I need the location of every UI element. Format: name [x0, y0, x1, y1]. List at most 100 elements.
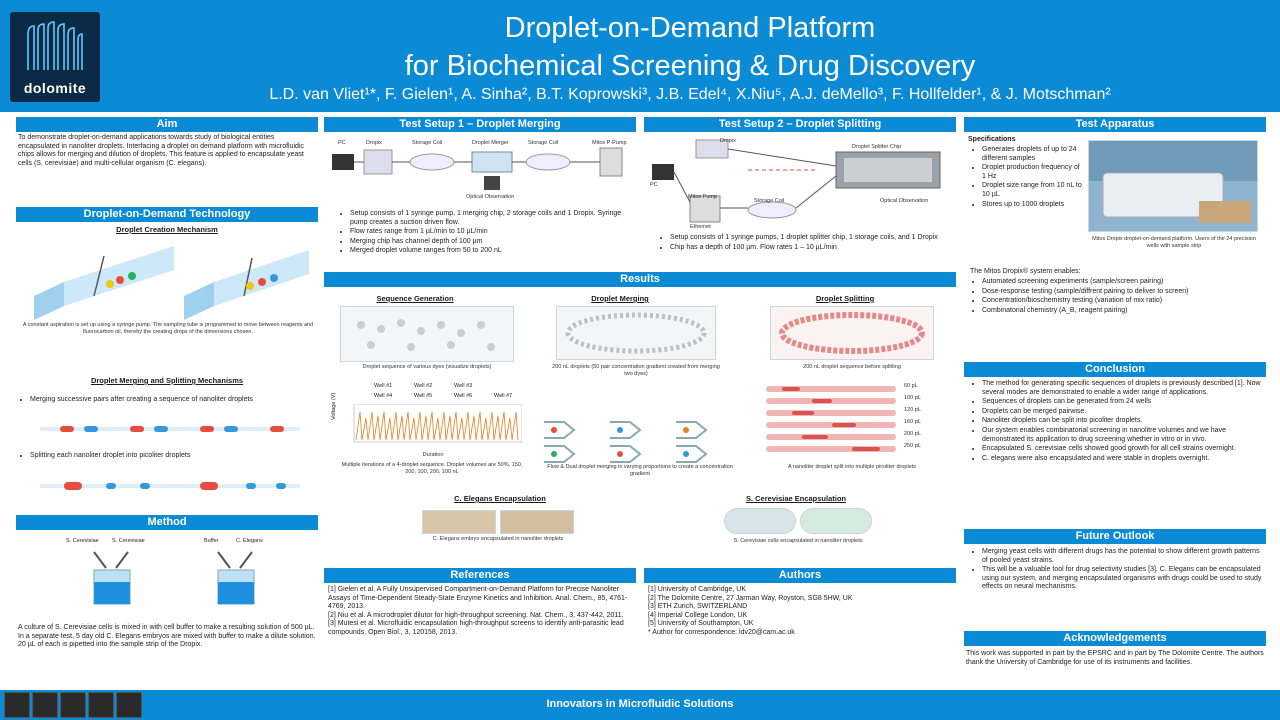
conclusion-6: Encapsulated S. cerevisiae cells showed …	[982, 445, 1262, 454]
splitting-chip-diagram	[766, 386, 896, 452]
splitting-caption: 200 nL droplet sequence before splitting	[803, 364, 901, 370]
setup1-bullet-1: Setup consists of 1 syringe pump, 1 merg…	[350, 210, 634, 227]
conclusion-1: The method for generating specific seque…	[982, 380, 1262, 397]
setup1-label-coil2: Storage Coil	[528, 140, 559, 146]
split-label-3: 120 pL	[904, 407, 921, 413]
setup1-label-coil1: Storage Coil	[412, 140, 443, 146]
setup2-label-pc: PC	[650, 182, 658, 188]
affiliation-5: [5] University of Southampton, UK	[648, 620, 754, 628]
footer-logo-3	[60, 692, 86, 718]
scerevisiae-title: S. Cerevisiae Encapsulation	[745, 494, 847, 503]
merging-caption: 200 nL droplets (50 pair concentration g…	[552, 364, 720, 377]
spec-2: Droplet production frequency of 1 Hz	[982, 164, 1082, 181]
poster-footer: Innovators in Microfluidic Solutions	[0, 690, 1280, 720]
affiliation-2: [2] The Dolomite Centre, 27 Jarman Way, …	[648, 594, 853, 602]
reference-2: [2] Niu et al. A microdroplet dilutor fo…	[328, 611, 624, 619]
references-heading: References	[324, 568, 636, 583]
pipetting-diagram	[93, 551, 255, 605]
split-label-4: 160 pL	[904, 419, 921, 425]
merging-droplet-strip	[40, 426, 300, 432]
splitting-image	[770, 306, 934, 360]
splitting-bullet: Splitting each nanoliter droplet into pi…	[30, 452, 314, 461]
setup2-label-coil: Storage Coil	[754, 198, 785, 204]
setup1-label-pump: Mitos P-Pump	[592, 140, 627, 146]
footer-logo-2	[32, 692, 58, 718]
setup2-label-ethernet: Ethernet	[690, 224, 711, 230]
dropix-photo	[1088, 140, 1258, 232]
reference-1: [1] Gielen et al. A Fully Unsupervised C…	[328, 586, 628, 611]
voltage-ylabel: Voltage (V)	[331, 392, 337, 420]
aim-heading: Aim	[16, 117, 318, 132]
splitting-picoliter-caption: A nanoliter droplet split into multiple …	[787, 464, 917, 470]
system-2: Dose-response testing (sample/diffrent p…	[982, 288, 1260, 297]
conclusion-heading: Conclusion	[964, 362, 1266, 377]
correspondence-email: * Author for correspondence: ldv20@cam.a…	[648, 628, 795, 636]
splitting-droplet-strip	[40, 482, 300, 490]
celegans-image-2	[500, 510, 574, 534]
split-label-5: 200 pL	[904, 431, 921, 437]
scerevisiae-image-2	[800, 508, 872, 534]
logo-text: dolomite	[23, 80, 87, 96]
legend-well-3: Well #3	[454, 383, 473, 389]
setup1-label-pc: PC	[338, 140, 346, 146]
affiliation-3: [3] ETH Zurich, SWITZERLAND	[648, 603, 748, 611]
legend-well-6: Well #6	[454, 393, 473, 399]
dropix-photo-caption: Mitos Dropix droplet-on-demand platform.…	[1092, 236, 1256, 249]
poster-title-line2: for Biochemical Screening & Drug Discove…	[404, 50, 976, 82]
sequence-droplets	[357, 319, 495, 351]
legend-well-4: Well #4	[374, 393, 393, 399]
footer-tagline: Innovators in Microfluidic Solutions	[546, 698, 734, 710]
method-label-3: Buffer	[204, 538, 219, 544]
results-heading: Results	[324, 272, 956, 287]
setup2-label-pump: Mitos Pump	[688, 194, 718, 200]
dolomite-logo: dolomite	[10, 12, 100, 102]
setup1-bullet-2: Flow rates range from 1 µL/min to 10 µL/…	[350, 228, 634, 237]
setup1-heading: Test Setup 1 – Droplet Merging	[324, 117, 636, 132]
celegans-title: C. Elegans Encapsulation	[454, 494, 546, 503]
conclusion-4: Nanoliter droplets can be split into pic…	[982, 417, 1262, 426]
split-label-6: 250 pL	[904, 443, 921, 449]
setup1-diagram	[332, 147, 623, 190]
dod-heading: Droplet-on-Demand Technology	[16, 207, 318, 222]
droplet-merging-title: Droplet Merging	[591, 294, 649, 303]
split-label-1: 60 pL	[904, 383, 918, 389]
droplet-creation-diagram	[34, 246, 309, 320]
merging-image	[556, 306, 716, 360]
voltage-trace	[353, 404, 522, 443]
merging-chip-diagrams	[544, 421, 708, 463]
spec-1: Generates droplets of up to 24 different…	[982, 146, 1082, 163]
setup1-bullet-4: Merged droplet volume ranges from 50 to …	[350, 247, 634, 256]
footer-logo-1	[4, 692, 30, 718]
voltage-xlabel: Duration	[422, 452, 444, 458]
footer-logo-5	[116, 692, 142, 718]
poster-header: dolomite Droplet-on-Demand Platform for …	[0, 0, 1280, 112]
method-label-4: C. Elegans	[236, 538, 263, 544]
poster-title-line1: Droplet-on-Demand Platform	[504, 12, 876, 44]
ack-heading: Acknowledgements	[964, 631, 1266, 646]
merging-ring	[565, 312, 707, 354]
splitting-ring	[779, 312, 925, 354]
system-1: Automated screening experiments (sample/…	[982, 278, 1260, 287]
merging-gradient-caption: Flow & Dual droplet merging in varying p…	[547, 464, 733, 477]
setup2-label-chip: Droplet Splitter Chip	[852, 144, 902, 150]
creation-caption: A constant aspiration is set up using a …	[22, 322, 314, 335]
setup2-label-dropix: Dropix	[720, 138, 736, 144]
legend-well-2: Well #2	[414, 383, 433, 389]
setup1-label-optical: Optical Observation	[466, 194, 515, 200]
dropix-device	[1089, 141, 1257, 223]
celegans-image-1	[422, 510, 496, 534]
spec-4: Stores up to 1000 droplets	[982, 201, 1082, 210]
setup1-label-merger: Droplet Merger	[472, 140, 509, 146]
setup2-label-optical: Optical Observation	[880, 198, 929, 204]
method-label-1: S. Cerevisiae	[66, 538, 99, 544]
reference-3: [3] Mutesi et al. Microfluidic encapsula…	[328, 620, 624, 636]
legend-well-5: Well #5	[414, 393, 433, 399]
conclusion-7: C. elegans were also encapsulated and we…	[982, 455, 1262, 464]
setup2-bullet-2: Chip has a depth of 100 µm. Flow rates 1…	[670, 244, 954, 253]
specifications-title: Specifications	[968, 136, 1016, 143]
legend-well-1: Well #1	[374, 383, 393, 389]
system-3: Concentration/bioschemistry testing (var…	[982, 297, 1260, 306]
setup2-diagram	[652, 139, 941, 223]
ack-text: This work was supported in part by the E…	[966, 650, 1264, 666]
outlook-heading: Future Outlook	[964, 529, 1266, 544]
